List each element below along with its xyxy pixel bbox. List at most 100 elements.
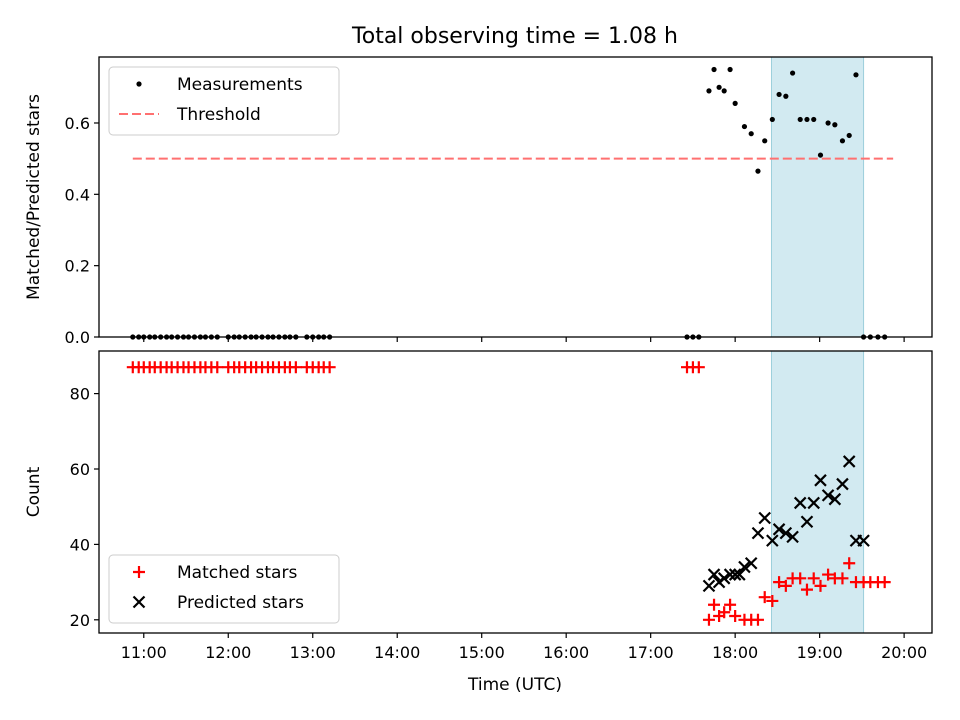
x-tick-label: 18:00 [712, 643, 758, 662]
data-point [773, 576, 786, 589]
data-point [717, 572, 731, 585]
data-point [822, 568, 835, 581]
axes-frame [98, 56, 933, 338]
legend-marker-icon [136, 81, 142, 87]
chart-title: Total observing time = 1.08 h [351, 24, 678, 49]
x-tick-label: 12:00 [205, 643, 251, 662]
data-point [732, 100, 738, 106]
data-point [716, 84, 722, 90]
data-point [755, 168, 761, 174]
y-tick-label: 0.4 [65, 185, 90, 204]
data-point [839, 138, 846, 144]
data-point [783, 93, 789, 99]
data-point [762, 138, 768, 144]
data-point [724, 598, 737, 611]
x-tick-label: 14:00 [374, 643, 420, 662]
legend-box [108, 66, 340, 136]
data-point [323, 361, 336, 374]
y-tick-label: 40 [70, 535, 90, 554]
legend-label: Predicted stars [177, 593, 304, 613]
legend: Matched stars Predicted stars [108, 554, 340, 624]
data-point [728, 568, 742, 581]
data-point [738, 560, 751, 574]
data-point [817, 152, 824, 158]
series-matched-stars [126, 361, 891, 626]
y-tick-label: 0.2 [65, 257, 90, 276]
y-tick-label: 0.0 [65, 328, 90, 347]
data-point [779, 526, 793, 540]
legend: Measurements Threshold [108, 66, 340, 136]
top-panel: 0.0 0.2 0.4 0.6 Matched/Predicted stars Measu… [24, 56, 933, 347]
data-point [797, 116, 803, 123]
data-point [846, 132, 852, 139]
data-point [836, 572, 849, 585]
data-point [769, 116, 775, 123]
x-tick-label: 20:00 [881, 643, 927, 662]
legend-box [108, 554, 340, 624]
data-point [741, 123, 748, 130]
y-axis-label: Count [24, 466, 44, 517]
x-tick-label: 19:00 [797, 643, 843, 662]
data-point [786, 530, 799, 544]
legend-marker-icon [132, 595, 146, 609]
data-point [825, 120, 831, 126]
data-point [811, 116, 817, 123]
bottom-panel: 11:00 12:00 13:00 14:00 15:00 16:00 17:00 18:00… [24, 350, 933, 662]
data-point [776, 91, 782, 98]
data-point [842, 455, 856, 468]
data-point [766, 594, 779, 607]
x-tick-label: 16:00 [543, 643, 589, 662]
data-point [790, 70, 796, 76]
y-tick-label: 0.6 [65, 114, 90, 133]
data-point [289, 361, 302, 374]
data-point [779, 579, 792, 592]
data-point [702, 613, 715, 626]
data-point [793, 496, 807, 510]
data-point [821, 489, 835, 502]
legend-label: Matched stars [177, 563, 297, 583]
data-point [211, 361, 224, 374]
x-tick-label: 11:00 [121, 643, 167, 662]
data-point [766, 534, 779, 547]
data-point [857, 534, 870, 547]
legend-label: Measurements [177, 75, 303, 95]
data-point [692, 361, 705, 374]
data-point [832, 122, 838, 128]
data-point [758, 591, 771, 604]
data-point [804, 116, 810, 123]
highlight-span [770, 56, 865, 338]
data-point [828, 492, 842, 506]
data-point [751, 613, 764, 626]
data-point [758, 511, 772, 525]
y-tick-label: 20 [70, 611, 90, 630]
series-predicted-stars [702, 455, 870, 593]
data-point [853, 72, 859, 78]
data-point [800, 583, 813, 596]
axes-frame [98, 350, 933, 634]
data-point [836, 477, 849, 491]
legend-label: Threshold [176, 105, 261, 125]
data-point [727, 66, 733, 73]
y-tick-label: 60 [70, 460, 90, 479]
data-point [807, 496, 821, 510]
data-point [807, 572, 820, 585]
x-tick-label: 13:00 [290, 643, 336, 662]
data-point [772, 523, 786, 536]
x-axis-label: Time (UTC) [467, 675, 562, 695]
data-point [748, 131, 754, 137]
x-tick-label: 17:00 [628, 643, 674, 662]
data-point [878, 576, 891, 589]
data-point [800, 515, 814, 529]
data-point [708, 598, 721, 611]
data-point [718, 606, 731, 619]
data-point [744, 556, 758, 570]
data-point [723, 568, 737, 581]
data-point [843, 557, 856, 570]
data-point [794, 572, 807, 585]
y-tick-label: 80 [70, 385, 90, 404]
data-point [814, 474, 827, 487]
data-point [711, 66, 717, 73]
data-point [729, 610, 742, 623]
legend-marker-icon [133, 566, 145, 578]
